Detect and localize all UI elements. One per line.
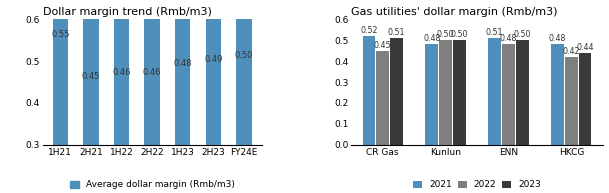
Bar: [362, 36, 375, 145]
Text: 0.46: 0.46: [143, 68, 161, 77]
Legend: 2021, 2022, 2023: 2021, 2022, 2023: [409, 177, 544, 193]
Text: 0.50: 0.50: [437, 30, 454, 39]
Bar: [565, 57, 577, 145]
Bar: [390, 38, 403, 145]
Bar: [453, 40, 466, 145]
Text: 0.50: 0.50: [235, 51, 253, 60]
Text: 0.42: 0.42: [563, 47, 580, 56]
Text: 0.45: 0.45: [82, 72, 100, 81]
Bar: [144, 0, 160, 145]
Bar: [175, 0, 191, 145]
Text: 0.50: 0.50: [451, 30, 468, 39]
Bar: [376, 51, 389, 145]
Bar: [114, 0, 129, 145]
Text: 0.52: 0.52: [360, 26, 378, 35]
Bar: [502, 44, 515, 145]
Text: 0.48: 0.48: [423, 34, 440, 43]
Bar: [426, 44, 438, 145]
Text: 0.44: 0.44: [577, 43, 594, 52]
Text: 0.48: 0.48: [549, 34, 566, 43]
Bar: [579, 53, 591, 145]
Text: 0.49: 0.49: [204, 55, 222, 64]
Text: 0.51: 0.51: [486, 28, 504, 37]
Text: Gas utilities' dollar margin (Rmb/m3): Gas utilities' dollar margin (Rmb/m3): [351, 7, 558, 17]
Bar: [206, 0, 221, 145]
Bar: [551, 44, 564, 145]
Text: 0.50: 0.50: [513, 30, 531, 39]
Bar: [439, 40, 452, 145]
Text: 0.45: 0.45: [374, 41, 392, 50]
Bar: [516, 40, 529, 145]
Bar: [488, 38, 501, 145]
Text: 0.48: 0.48: [174, 59, 192, 68]
Text: 0.55: 0.55: [51, 30, 69, 39]
Text: 0.46: 0.46: [112, 68, 131, 77]
Text: Dollar margin trend (Rmb/m3): Dollar margin trend (Rmb/m3): [43, 7, 211, 17]
Bar: [236, 0, 252, 145]
Text: 0.51: 0.51: [388, 28, 405, 37]
Bar: [83, 0, 99, 145]
Legend: Average dollar margin (Rmb/m3): Average dollar margin (Rmb/m3): [66, 177, 238, 193]
Text: 0.48: 0.48: [500, 34, 517, 43]
Bar: [52, 0, 68, 145]
